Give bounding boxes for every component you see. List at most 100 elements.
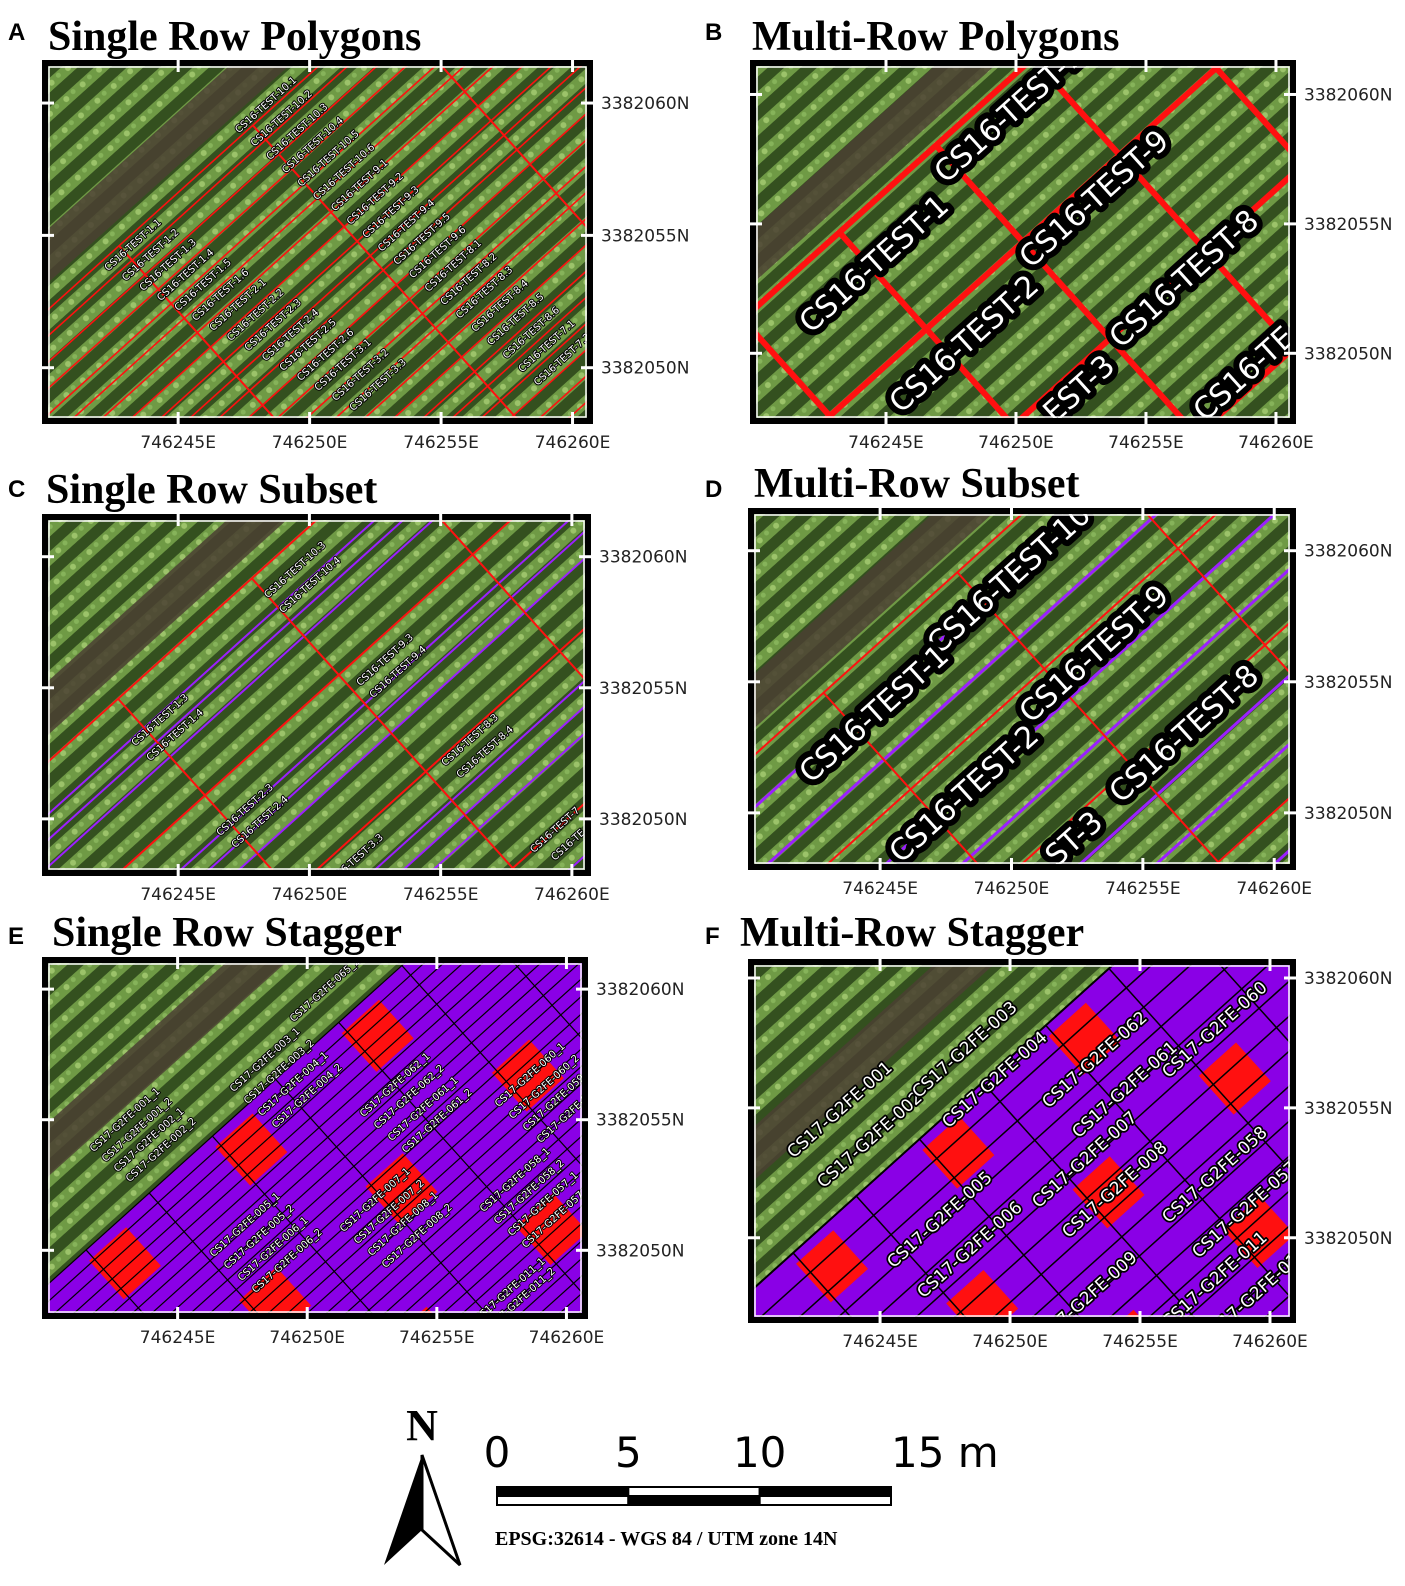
plot-boundary <box>1108 968 1290 1267</box>
plot-layer <box>754 514 1290 864</box>
border-plot <box>491 1039 564 1112</box>
border-plot <box>341 999 414 1072</box>
plot-boundary <box>48 963 514 1308</box>
x-tick-label: 746245E <box>842 879 918 899</box>
plot-boundary <box>48 66 508 404</box>
panel-letter: F <box>705 923 720 950</box>
y-tick-label: 3382060N <box>601 94 689 114</box>
x-tick-label: 746245E <box>140 433 216 453</box>
plot-boundary <box>754 965 1221 1311</box>
plot-boundary <box>66 963 558 1313</box>
plot-boundary <box>385 66 587 340</box>
plot-boundary <box>213 177 587 418</box>
x-tick-label: 746260E <box>1238 433 1314 453</box>
scale-segment <box>496 1495 630 1506</box>
subset-boundary <box>130 538 585 870</box>
plot-boundary <box>78 520 555 870</box>
x-tick-label: 746250E <box>272 885 348 905</box>
plot-boundary <box>213 1077 582 1313</box>
scale-label: 15 m <box>891 1428 999 1477</box>
map-area: CS17-G2FE-001CS17-G2FE-002CS17-G2FE-003C… <box>754 965 1290 1317</box>
plot-boundary <box>96 66 574 418</box>
y-tick-label: 3382060N <box>1304 969 1392 989</box>
soil-strip <box>48 520 514 852</box>
subset-boundary <box>203 619 585 870</box>
plot-boundary <box>85 1249 355 1313</box>
border-plot <box>1072 1156 1145 1229</box>
x-tick-label: 746245E <box>842 1332 918 1352</box>
subset-boundary <box>754 514 1200 837</box>
plot-boundary <box>982 1081 1251 1317</box>
x-tick-label: 746250E <box>972 1332 1048 1352</box>
y-tick-label: 3382055N <box>601 226 689 246</box>
map-frame <box>750 60 1296 424</box>
y-tick-label: 3382050N <box>1304 804 1392 824</box>
x-tick-label: 746245E <box>140 885 216 905</box>
y-tick-label: 3382050N <box>599 810 687 830</box>
plot-boundary <box>57 66 535 418</box>
plot-boundary <box>903 1060 1290 1317</box>
x-tick-label: 746260E <box>535 433 611 453</box>
x-tick-label: 746255E <box>403 885 479 905</box>
plot-boundary <box>401 965 582 1264</box>
subset-boundary <box>843 540 1290 864</box>
y-tick-label: 3382055N <box>1304 215 1392 235</box>
plot-boundary <box>83 963 575 1313</box>
y-tick-label: 3382050N <box>601 359 689 379</box>
plot-boundary <box>920 1080 1290 1317</box>
plot-boundary <box>83 66 561 418</box>
panel-letter: B <box>705 19 722 46</box>
border-plot <box>365 1153 438 1226</box>
plot-boundary <box>956 571 1260 864</box>
map-frame <box>42 957 588 1319</box>
plot-boundary <box>933 143 1240 418</box>
plot-boundary <box>1045 1024 1290 1317</box>
plot-boundary <box>211 1135 481 1313</box>
subset-boundary <box>116 523 585 870</box>
plot-boundary <box>187 1048 582 1313</box>
plot-boundary <box>48 963 540 1313</box>
map-frame <box>748 508 1296 870</box>
plot-boundary <box>822 692 1126 864</box>
plot-boundary <box>792 1252 1062 1317</box>
y-tick-label: 3382050N <box>1304 344 1392 364</box>
plot-boundary <box>144 999 582 1313</box>
border-plot <box>946 1269 1019 1317</box>
panel-title: Multi-Row Stagger <box>740 910 1084 956</box>
plot-boundary <box>837 230 1143 418</box>
x-tick-label: 746245E <box>140 1328 216 1348</box>
scale-label: 5 <box>615 1428 642 1477</box>
plot-boundary <box>153 1009 582 1313</box>
panel-letter: E <box>8 923 24 950</box>
plot-boundary <box>754 514 1174 808</box>
plot-boundary <box>57 963 549 1313</box>
scale-label: 0 <box>484 1428 511 1477</box>
x-tick-label: 746250E <box>269 1328 345 1348</box>
plot-boundary <box>885 1041 1290 1317</box>
subset-boundary <box>48 520 507 857</box>
plot-boundary <box>74 963 566 1313</box>
x-tick-label: 746245E <box>848 433 924 453</box>
plot-boundary <box>200 162 587 418</box>
plot-boundary <box>783 514 1261 864</box>
plot-boundary <box>48 963 532 1313</box>
border-plot <box>796 1230 869 1303</box>
map-panel: E Single Row Stagger CS17-G2FE-001_1CS17-G… <box>8 910 684 1492</box>
plot-boundary <box>48 66 469 361</box>
plot-boundary <box>1030 66 1290 395</box>
plot-boundary <box>275 1078 544 1313</box>
plot-boundary <box>48 66 522 418</box>
map-area: CS17-G2FE-001_1CS17-G2FE-001_2CS17-G2FE-… <box>48 963 582 1492</box>
border-plot <box>1222 1195 1290 1269</box>
plot-boundary <box>252 124 555 418</box>
plot-boundary <box>756 317 1047 418</box>
plot-boundary <box>100 963 582 1313</box>
y-tick-label: 3382060N <box>596 980 684 1000</box>
scale-segment <box>758 1486 893 1497</box>
border-plot <box>1048 1002 1121 1075</box>
subset-boundary <box>48 520 521 870</box>
map-panel: B Multi-Row Polygons CS16-TEST-1CS16-TEST-… <box>705 14 1392 453</box>
border-plot <box>263 1420 335 1492</box>
y-tick-label: 3382055N <box>596 1111 684 1131</box>
